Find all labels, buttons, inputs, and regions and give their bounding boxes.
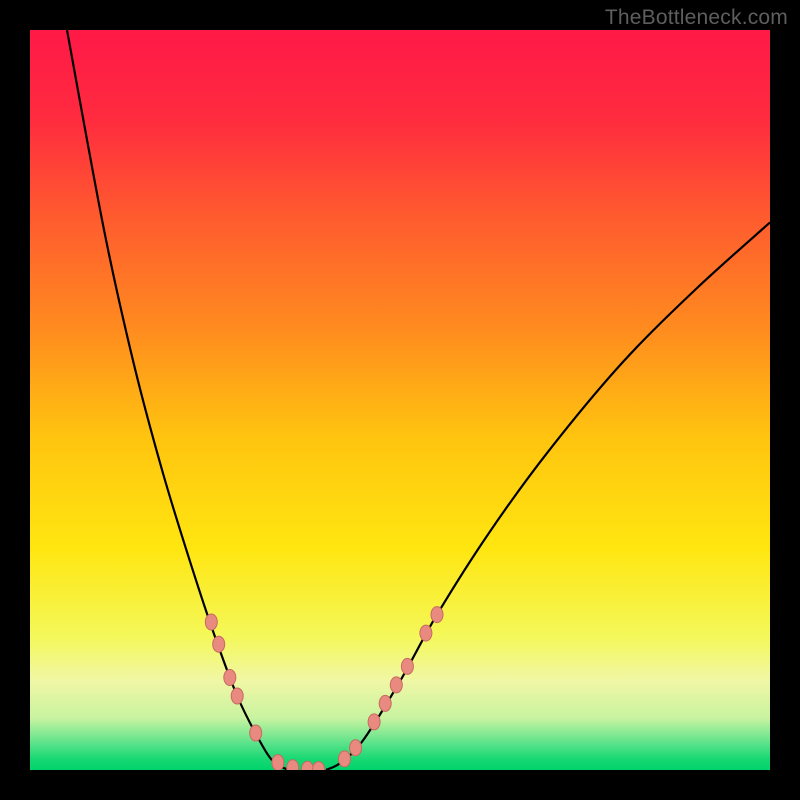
data-marker [302, 761, 314, 770]
data-marker [287, 760, 299, 770]
data-markers [205, 607, 443, 770]
data-marker [272, 755, 284, 770]
data-marker [224, 670, 236, 686]
data-marker [420, 625, 432, 641]
data-marker [313, 762, 325, 770]
watermark-text: TheBottleneck.com [605, 6, 788, 30]
data-marker [368, 714, 380, 730]
plot-area [30, 30, 770, 770]
data-marker [401, 658, 413, 674]
data-marker [213, 636, 225, 652]
data-marker [350, 740, 362, 756]
data-marker [339, 751, 351, 767]
left-curve [67, 30, 289, 770]
curve-layer [30, 30, 770, 770]
data-marker [231, 688, 243, 704]
data-marker [250, 725, 262, 741]
data-marker [205, 614, 217, 630]
data-marker [390, 677, 402, 693]
data-marker [431, 607, 443, 623]
data-marker [379, 695, 391, 711]
